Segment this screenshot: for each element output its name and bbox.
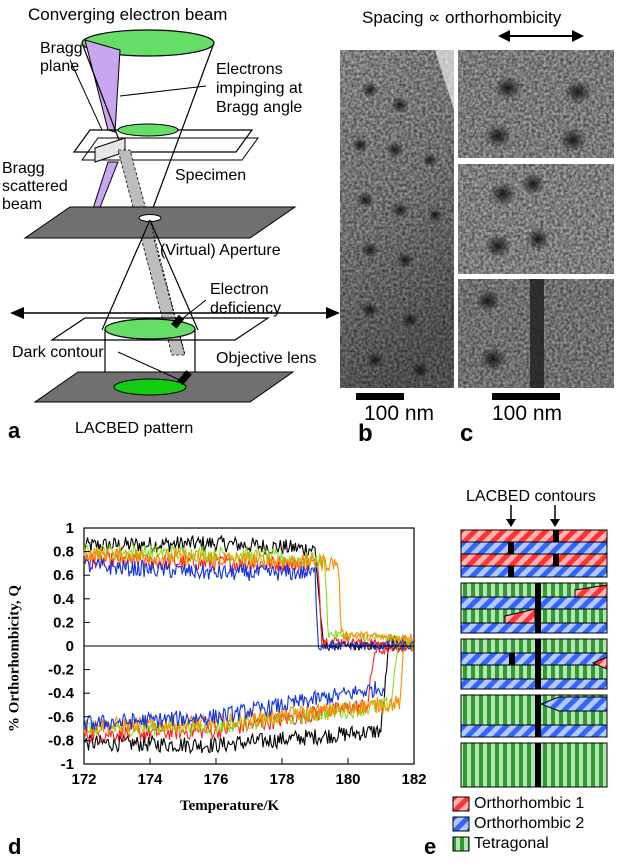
micrograph-c-1 [458, 50, 614, 158]
scattered-line-2: scattered [2, 178, 68, 195]
pattern-label: LACBED pattern [75, 420, 194, 437]
incident-beam [84, 39, 121, 133]
scale-label-b: 100 nm [364, 402, 435, 425]
panel-a-title: Converging electron beam [28, 5, 228, 24]
scale-bar-b [356, 393, 404, 400]
deficiency-line-1: Electron [210, 281, 269, 298]
spacing-arrow [498, 30, 584, 42]
bragg-plane-line-2: plane [40, 58, 80, 75]
panel-d-letter: d [8, 834, 22, 859]
legend-label-ortho1: Orthorhombic 1 [474, 795, 585, 812]
legend-item-ortho1: Orthorhombic 1 [452, 794, 612, 814]
legend-label-tetragonal: Tetragonal [474, 835, 549, 852]
legend-item-ortho2: Orthorhombic 2 [452, 814, 612, 834]
dark-contour-label: Dark contour [12, 344, 104, 361]
x-axis-label: Temperature/K [180, 798, 280, 814]
electrons-line-1: Electrons [216, 61, 283, 78]
bragg-scattered-label: Bragg scattered beam [2, 160, 68, 214]
y-tick-label: 1 [66, 520, 74, 537]
panel-a-letter: a [8, 418, 21, 443]
panel-c-letter: c [460, 420, 474, 447]
domain-diagram [460, 505, 608, 788]
y-tick-label: 0.2 [53, 614, 74, 631]
domain-block-2 [460, 582, 608, 634]
aperture-label: (Virtual) Aperture [160, 242, 281, 259]
y-tick-label: 0.6 [53, 567, 74, 584]
y-tick-label: -1 [61, 756, 74, 773]
deficiency-beam [117, 149, 186, 356]
panel-b-letter: b [358, 420, 373, 447]
bragg-plane-label: Bragg plane [40, 40, 83, 76]
scale-label-c: 100 nm [492, 402, 563, 425]
y-tick-label: -0.6 [48, 709, 74, 726]
scattered-line-3: beam [2, 196, 43, 213]
panel-e-title: LACBED contours [466, 488, 596, 505]
micrograph-b [340, 50, 454, 388]
series-4-lower-line [83, 680, 385, 731]
series-0-lower-line [83, 635, 414, 755]
scale-bar-c [492, 393, 560, 400]
domain-block-3 [460, 638, 608, 690]
y-tick-label: 0.8 [53, 544, 74, 561]
legend: Orthorhombic 1 Orthorhombic 2 Tetragonal [452, 794, 612, 854]
pattern-disc [113, 378, 187, 396]
domain-block-5 [460, 742, 608, 788]
y-tick-label: 0 [66, 638, 74, 655]
orthorhombicity-chart: 10.80.60.40.20-0.2-0.4-0.6-0.8-1 172 174 1… [48, 520, 427, 788]
ortho2-swatch [452, 816, 470, 832]
x-tick-label: 178 [269, 771, 294, 788]
panel-e-letter: e [424, 834, 437, 859]
domain-block-4 [460, 694, 608, 738]
y-tick-label: -0.2 [48, 662, 74, 679]
micrograph-c-3 [458, 279, 614, 388]
x-tick-label: 172 [71, 771, 96, 788]
x-tick-label: 182 [401, 771, 426, 788]
tetragonal-swatch [452, 836, 470, 852]
x-tick-label: 174 [137, 771, 163, 788]
scattered-line-1: Bragg [2, 160, 45, 177]
ortho1-swatch [452, 796, 470, 812]
y-tick-label: -0.4 [48, 685, 75, 702]
micrograph-c-2 [458, 164, 614, 274]
deficiency-line-2: deficiency [210, 300, 282, 317]
y-ticks: 1 0.8 0.6 0.4 0.2 0 -0.2 -0.4 -0.6 -0.8 -1 [48, 520, 90, 773]
legend-label-ortho2: Orthorhombic 2 [474, 815, 585, 832]
x-tick-label: 176 [203, 771, 228, 788]
beam-schematic [10, 29, 340, 403]
specimen-label: Specimen [175, 167, 247, 184]
y-tick-label: 0.4 [53, 591, 75, 608]
x-tick-label: 180 [335, 771, 360, 788]
y-axis-label: % Orthorhombicity, Q [6, 584, 23, 733]
domain-block-1 [460, 529, 608, 578]
electrons-line-3: Bragg angle [216, 99, 303, 116]
series-3-lower-line [83, 633, 414, 736]
electrons-line-2: impinging at [216, 80, 303, 97]
electron-deficiency-label: Electron deficiency [210, 280, 281, 318]
objective-lens-label: Objective lens [216, 350, 317, 367]
y-tick-label: -0.8 [48, 732, 74, 749]
y-axis-label-wrap: % Orthorhombicity, Q [0, 550, 26, 770]
series-group [83, 535, 414, 755]
series-3-upper-line [83, 547, 414, 645]
series-4-upper-line [83, 558, 414, 652]
x-ticks: 172 174 176 178 180 182 [71, 758, 427, 788]
aperture-plane [23, 206, 297, 239]
legend-item-tetragonal: Tetragonal [452, 834, 612, 854]
specimen-slab [72, 129, 254, 153]
bragg-plane-line-1: Bragg [40, 40, 83, 57]
objective-lens-plane [50, 317, 270, 341]
electrons-impinging-label: Electrons impinging at Bragg angle [216, 60, 302, 117]
panel-c-title: Spacing ∝ orthorhombicity [362, 8, 562, 27]
